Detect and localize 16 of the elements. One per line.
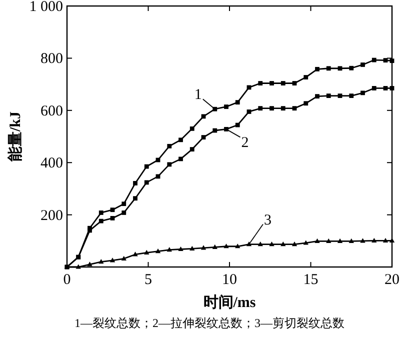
annotation: 2 [241,135,249,152]
y-tick-label: 800 [40,51,63,68]
x-tick-label: 20 [384,272,400,288]
x-axis-title: 时间/ms [203,294,256,311]
y-tick-label: 1 000 [29,0,63,15]
annotation: 1 [194,87,202,104]
y-tick-label: 600 [40,103,63,120]
annotation: 3 [264,212,272,228]
y-tick-label: 200 [40,208,63,224]
y-axis-title: 能量/kJ [7,111,24,162]
text: 1—裂纹总数；2—拉伸裂纹总数；3—剪切裂纹总数 [74,316,344,330]
x-tick-label: 0 [63,272,71,288]
x-tick-label: 15 [303,272,318,288]
x-tick-label: 5 [144,272,152,288]
y-tick-label: 400 [40,156,63,172]
x-tick-label: 10 [222,272,237,288]
